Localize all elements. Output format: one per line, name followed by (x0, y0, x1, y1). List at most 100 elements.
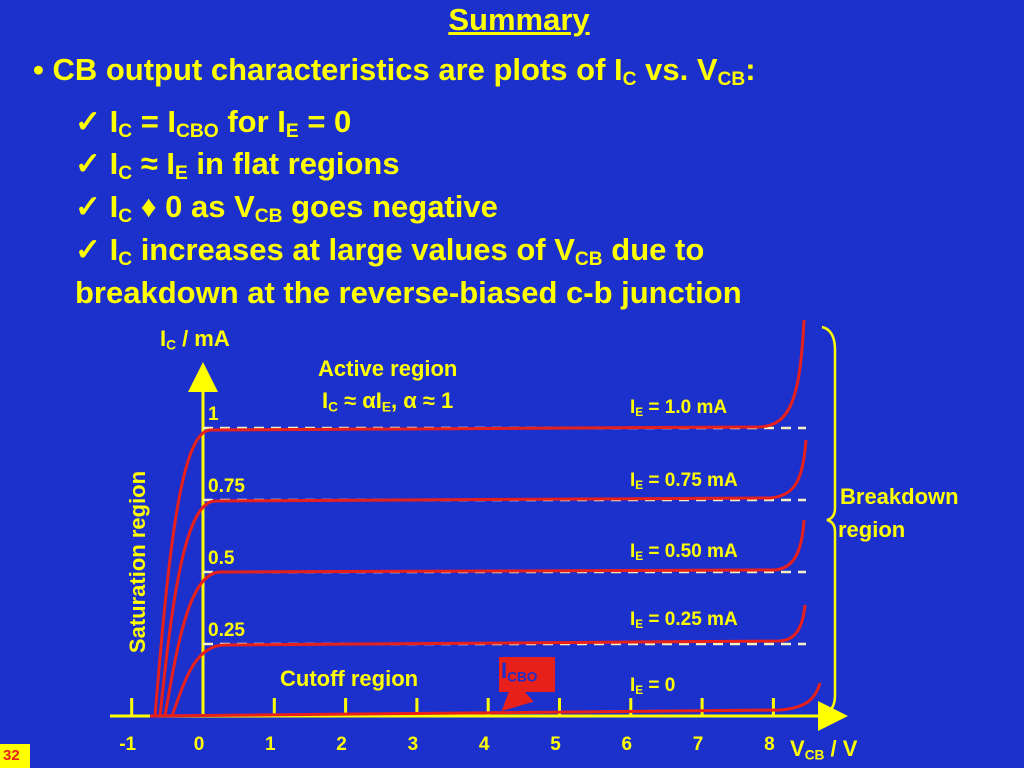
ie-label: IE = 0.25 mA (630, 610, 738, 631)
text-part: / V (824, 736, 858, 761)
bullet: • CB output characteristics are plots of… (33, 54, 756, 89)
subscript: CB (254, 205, 283, 227)
text-part: I (630, 609, 636, 630)
x-tick-label: 2 (336, 734, 347, 755)
text-part: due to (602, 232, 705, 267)
curve (170, 604, 807, 717)
subscript: E (635, 683, 644, 697)
active-formula: IC ≈ αIE, α ≈ 1 (322, 390, 453, 414)
text-part: increases at large values of V (132, 232, 575, 267)
x-axis-label: VCB / V (790, 738, 857, 762)
y-tick-label: 0.5 (208, 548, 235, 569)
check-item: breakdown at the reverse-biased c-b junc… (75, 277, 742, 308)
subscript: E (635, 617, 644, 631)
text-part: ✓ I (75, 104, 119, 139)
text-part: , α ≈ 1 (391, 388, 454, 413)
check-item: ✓ IC = ICBO for IE = 0 (75, 106, 351, 141)
subscript: E (174, 162, 188, 184)
y-tick-label: 0.75 (208, 476, 245, 497)
subscript: C (118, 162, 133, 184)
text-part: I (630, 397, 636, 418)
text-part: I (501, 658, 508, 683)
bracket (821, 325, 837, 716)
ie-label: IE = 0.50 mA (630, 542, 738, 563)
text-part: I (322, 388, 329, 413)
text-part: vs. V (636, 52, 718, 87)
text-part: ≈ I (132, 146, 175, 181)
check-item: ✓ IC increases at large values of VCB du… (75, 234, 704, 269)
x-tick-label: -1 (119, 734, 136, 755)
text-part: I (630, 470, 636, 491)
text-part: in flat regions (187, 146, 400, 181)
subscript: C (118, 205, 133, 227)
x-tick-label: 3 (408, 734, 419, 755)
text-part: = 0 (298, 104, 352, 139)
text-part: ♦ 0 as V (132, 189, 255, 224)
breakdown-label: region (838, 517, 906, 542)
text-part: V (790, 736, 805, 761)
text-part: for I (218, 104, 286, 139)
text-part: = 0 (643, 675, 676, 696)
saturation-label: Saturation region (125, 470, 150, 654)
subscript: CBO (176, 120, 219, 142)
text-part: / mA (175, 326, 230, 351)
text-part: I (160, 326, 167, 351)
active-region: Active region (318, 356, 458, 381)
subscript: C (118, 248, 133, 270)
cutoff-label: Cutoff region (280, 666, 419, 691)
curve (163, 519, 806, 717)
subscript: C (166, 337, 176, 353)
icbo-label: ICBO (501, 660, 537, 684)
breakdown-label: Breakdown (840, 484, 959, 509)
x-tick-label: 5 (550, 734, 561, 755)
page-number: 32 (3, 747, 20, 764)
subscript: C (118, 120, 133, 142)
text-part: • CB output characteristics are plots of… (33, 52, 623, 87)
text-part: ✓ I (75, 146, 119, 181)
subscript: CB (717, 68, 746, 90)
x-tick-label: 6 (622, 734, 633, 755)
text-part: = 0.50 mA (643, 541, 738, 562)
title: Summary (448, 2, 590, 37)
y-tick-label: 1 (208, 404, 219, 425)
y-axis-label: IC / mA (160, 328, 230, 352)
subscript: C (328, 399, 338, 415)
y-tick-label: 0.25 (208, 620, 245, 641)
text-part: I (630, 675, 636, 696)
text-part: I (630, 541, 636, 562)
text-part: = 0.25 mA (643, 609, 738, 630)
icbo-arrow (501, 679, 534, 712)
subscript: E (285, 120, 299, 142)
curve (158, 439, 808, 717)
subscript: E (381, 399, 391, 415)
text-part: ✓ I (75, 189, 119, 224)
check-item: ✓ IC ♦ 0 as VCB goes negative (75, 191, 498, 226)
text-part: = I (132, 104, 177, 139)
x-tick-label: 0 (194, 734, 205, 755)
subscript: CB (804, 747, 825, 763)
curve (149, 682, 822, 718)
text-part: ≈ αI (337, 388, 382, 413)
text-part: : (745, 52, 756, 87)
subscript: C (622, 68, 637, 90)
subscript: CB (574, 248, 603, 270)
ie-label: IE = 0 (630, 676, 675, 697)
text-part: = 1.0 mA (643, 397, 728, 418)
curve (153, 319, 806, 717)
text-part: ✓ I (75, 232, 119, 267)
x-tick-label: 8 (764, 734, 775, 755)
subscript: E (635, 478, 644, 492)
text-part: = 0.75 mA (643, 470, 738, 491)
text-part: goes negative (282, 189, 498, 224)
subscript: E (635, 405, 644, 419)
page-box (0, 744, 30, 768)
x-tick-label: 4 (479, 734, 490, 755)
ie-label: IE = 1.0 mA (630, 398, 727, 419)
subscript: CBO (507, 669, 538, 685)
ie-label: IE = 0.75 mA (630, 471, 738, 492)
text-part: breakdown at the reverse-biased c-b junc… (75, 275, 742, 310)
subscript: E (635, 549, 644, 563)
x-tick-label: 7 (693, 734, 704, 755)
